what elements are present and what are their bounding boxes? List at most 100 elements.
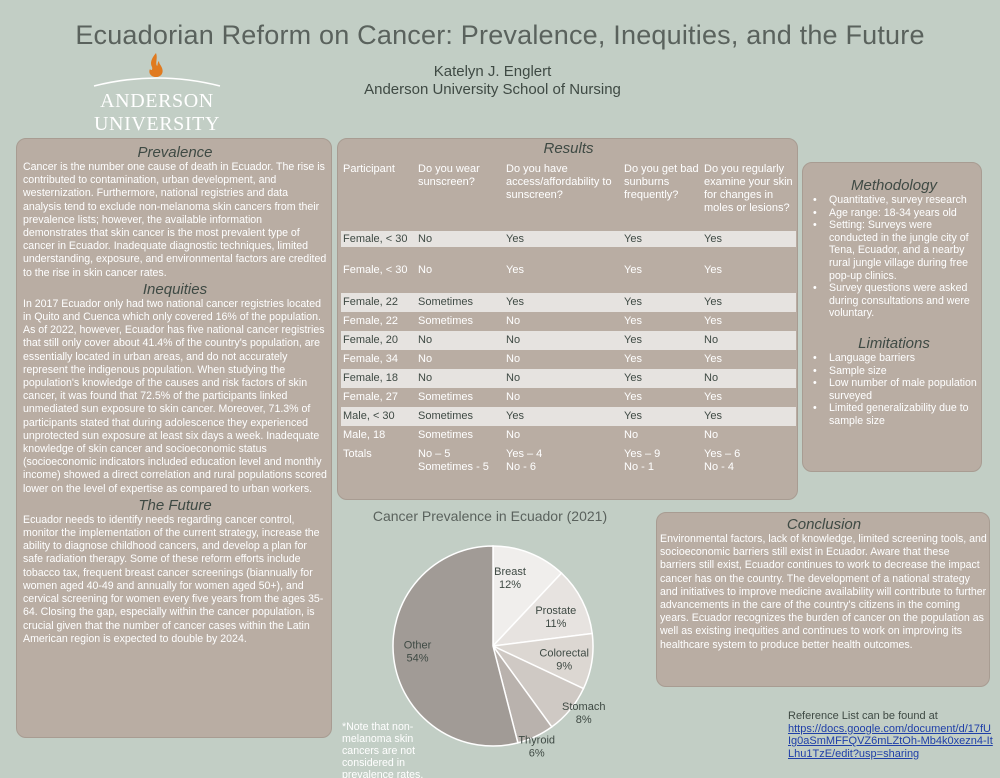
reference-block: Reference List can be found at https://d… [788,710,993,760]
slice-label: Stomach [562,701,605,713]
table-cell: No [504,369,622,388]
table-cell: Male, < 30 [341,407,416,426]
table-row: Female, < 30 No Yes Yes Yes [341,231,796,247]
pie-slice-breast [492,545,563,648]
slice-label: Breast [494,566,526,578]
table-cell: Sometimes [418,391,474,403]
list-item: Sample size [809,365,979,378]
results-heading: Results [543,140,594,157]
table-cell: Female, 22 [341,293,416,312]
totals-cell: Totals [343,448,372,460]
totals-cell: Yes – 6 No - 4 [704,448,741,473]
table-header-row: Participant Do you wear sunscreen? Do yo… [341,161,796,231]
future-text: Ecuador needs to identify needs regardin… [23,513,324,645]
column-header: Do you regularly examine your skin for c… [704,163,793,214]
pie-slice-prostate [491,572,594,648]
table-cell: No [416,369,504,388]
logo-wordmark: ANDERSON UNIVERSITY [94,90,220,135]
table-cell: No [418,353,433,365]
table-cell: Yes [704,391,722,403]
slice-value-label: 8% [576,714,592,726]
table-row: Male, 18 Sometimes No No No [341,426,796,445]
author-name: Katelyn J. Englert [433,63,552,80]
table-cell: Yes [704,263,722,276]
results-panel: Results Participant Do you wear sunscree… [337,138,798,500]
limitations-heading: Limitations [858,334,930,352]
table-cell: Sometimes [416,407,504,426]
totals-row: Totals No – 5 Sometimes - 5 Yes – 4 No - 6… [341,445,796,477]
table-cell: Yes [506,263,524,276]
table-cell: No [416,231,504,247]
slice-label: Prostate [535,605,576,617]
table-cell: No [506,353,521,365]
list-item: Low number of male population surveyed [809,377,979,402]
slice-value-label: 6% [529,747,545,759]
pie-slice-other [392,545,519,747]
table-cell: Yes [622,331,702,350]
table-cell: Yes [504,407,622,426]
limitations-list: Language barriersSample sizeLow number o… [809,352,979,428]
inequities-text: In 2017 Ecuador only had two national ca… [23,297,327,495]
table-row: Female, 18 No No Yes No [341,369,796,388]
flame-icon [149,53,163,77]
table-cell: Yes [624,391,642,403]
list-item: Language barriers [809,352,979,365]
table-cell: Sometimes [418,429,474,441]
table-cell: No [504,331,622,350]
table-cell: No [506,391,521,403]
reference-label: Reference List can be found at [788,710,938,722]
table-cell: Yes [622,293,702,312]
table-cell: Female, 18 [341,369,416,388]
table-cell: Female, 20 [341,331,416,350]
slice-value-label: 11% [545,618,566,630]
list-item: Age range: 18-34 years old [809,207,979,220]
conclusion-panel: Conclusion Environmental factors, lack o… [656,512,990,687]
table-cell: Female, 34 [343,353,399,365]
slice-label: Colorectal [539,648,589,660]
table-cell: Yes [622,369,702,388]
conclusion-heading: Conclusion [786,516,862,533]
table-row: Female, 27 Sometimes No Yes Yes [341,388,796,407]
totals-cell: Yes – 4 No - 6 [506,448,543,473]
table-cell: Yes [624,315,642,327]
table-row: Male, < 30 Sometimes Yes Yes Yes [341,407,796,426]
slice-value-label: 9% [556,661,572,673]
table-cell: Yes [504,231,622,247]
slice-value-label: 54% [407,653,429,665]
column-header: Participant [343,163,395,175]
list-item: Limited generalizability due to sample s… [809,402,979,427]
column-header: Do you have access/affordability to suns… [506,163,612,201]
column-header: Do you get bad sunburns frequently? [624,163,699,201]
logo-arc-icon [93,77,221,87]
table-cell: No [416,331,504,350]
conclusion-text: Environmental factors, lack of knowledge… [660,533,987,651]
methodology-list: Quantitative, survey researchAge range: … [809,194,979,320]
list-item: Setting: Surveys were conducted in the j… [809,219,979,282]
table-cell: Yes [702,293,796,312]
totals-cell: Yes – 9 No - 1 [624,448,661,473]
table-cell: Male, 18 [343,429,386,441]
slice-value-label: 12% [499,579,521,591]
table-row: Female, 20 No No Yes No [341,331,796,350]
results-table: Participant Do you wear sunscreen? Do yo… [341,161,796,477]
table-row: Female, 22 Sometimes Yes Yes Yes [341,293,796,312]
table-cell: No [702,331,796,350]
table-cell: No [506,429,521,441]
table-cell: No [418,263,433,276]
university-logo: ANDERSON UNIVERSITY [42,52,272,135]
table-cell: Yes [504,293,622,312]
table-cell: Female, < 30 [343,263,408,276]
column-header: Do you wear sunscreen? [418,163,480,188]
left-panel: Prevalence Cancer is the number one caus… [16,138,332,738]
table-cell: No [506,315,521,327]
table-row: Female, 22 Sometimes No Yes Yes [341,312,796,331]
chart-note: *Note that non-melanoma skin cancers are… [342,721,424,778]
table-row: Female, < 30 No Yes Yes Yes [341,247,796,293]
totals-cell: No – 5 Sometimes - 5 [418,448,489,473]
reference-link[interactable]: https://docs.google.com/document/d/17fUI… [788,722,993,760]
table-cell: Yes [622,231,702,247]
poster-title: Ecuadorian Reform on Cancer: Prevalence,… [75,20,925,50]
prevalence-heading: Prevalence [137,144,213,161]
table-cell: Sometimes [418,315,474,327]
table-cell: Female, 27 [343,391,399,403]
